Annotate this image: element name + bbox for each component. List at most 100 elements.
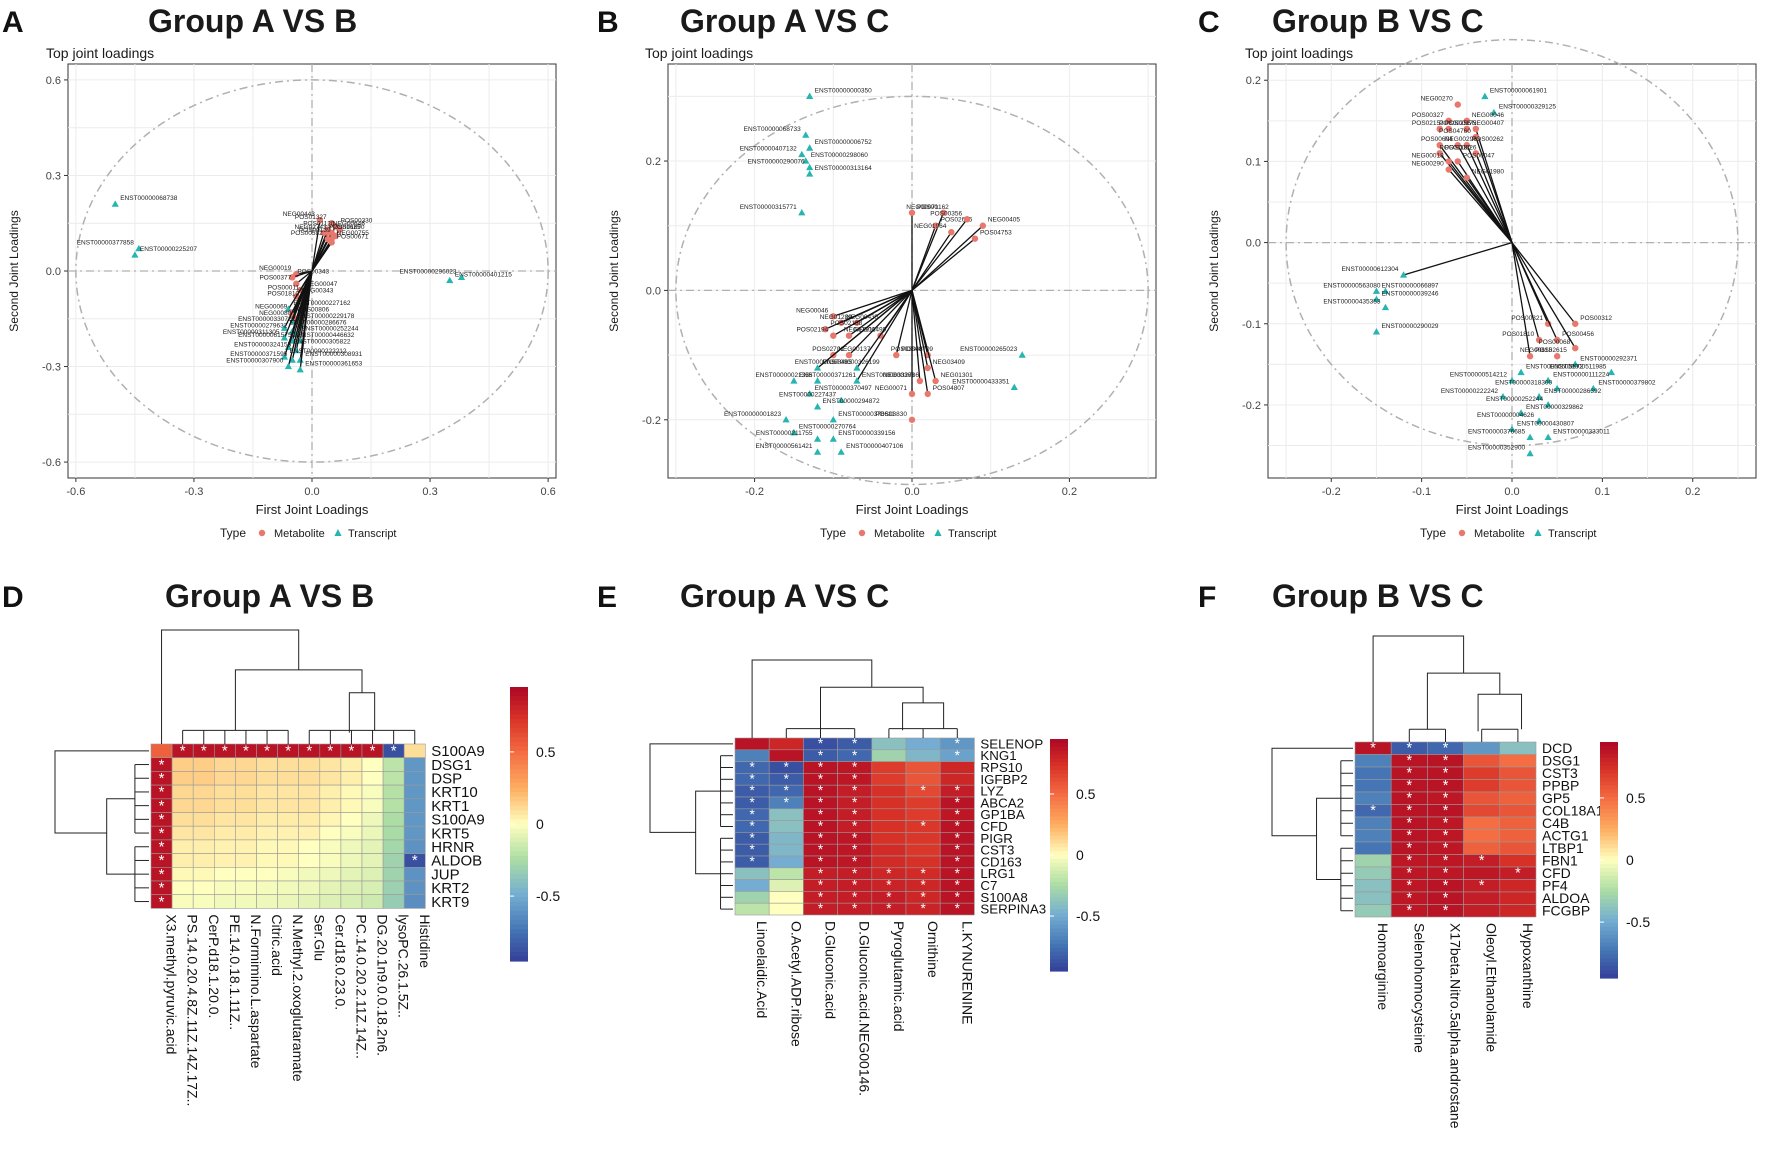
row-label: LTBP1 [1542,840,1584,856]
heatmap-cell [403,771,426,786]
heatmap-cell [298,825,321,841]
significance-star: * [955,854,961,869]
transcript-point [1517,368,1525,376]
significance-star: * [370,743,376,760]
significance-star: * [886,889,892,904]
colorbar-segment [1600,781,1618,786]
heatmap-cell [1354,754,1392,768]
colorbar-segment [1050,889,1068,895]
heatmap-cell [403,798,426,813]
transcript-point [1535,417,1543,424]
x-axis-label: First Joint Loadings [856,502,969,517]
metabolite-point [1572,344,1579,352]
heatmap-cell [171,812,194,827]
transcript-point [813,448,822,455]
row-label: CD163 [980,854,1021,869]
point-label: ENST00000222212 [289,348,346,355]
colorbar-segment [1050,754,1068,759]
transcript-point [1372,287,1381,294]
point-label: ENST00000315771 [740,204,797,211]
axis-ticks: -0.2 -0.1 0.0 0.1 0.2 -0.2 -0.1 0.0 0.1 0.2 [1242,75,1700,498]
significance-star: * [1443,766,1449,782]
point-label: POS02615 [941,217,973,224]
panel-letter: D [2,581,24,614]
heatmap-cell [734,902,770,916]
colorbar-segment [1050,878,1068,883]
colorbar-segment [1600,962,1618,967]
metabolite-point [1454,141,1461,149]
colorbar-segment [1050,893,1068,899]
point-label: ENST00000252244 [1486,396,1543,403]
point-label: ENST00000329125 [1499,104,1556,111]
heatmap-cell [1499,741,1537,755]
significance-star: * [784,795,790,810]
colorbar: 0.5 0 -0.5 [1050,739,1100,972]
point-label: NEG00019 [259,265,292,272]
transcript-point [829,415,837,423]
heatmap-cell [298,839,321,854]
colorbar-segment [1600,761,1618,767]
panel-title: Group A VS C [680,3,889,39]
point-label: NEG03409 [933,359,966,366]
loading-arrow [1511,242,1540,341]
legend-transcript-marker [1534,529,1542,536]
significance-star: * [159,784,165,801]
row-label: LYZ [980,784,1003,799]
point-label: ENST00000111224 [1553,372,1610,379]
significance-star: * [1443,803,1449,819]
heatmap-cell [1463,816,1501,830]
point-label: POS00582 [291,230,323,237]
point-label: ENST00000286676 [289,319,346,326]
point-label: NEG00069 [255,303,288,310]
legend-metabolite-label: Metabolite [1474,528,1525,540]
heatmap-cell [1354,816,1392,830]
significance-star: * [955,830,961,845]
colorbar-segment [1600,848,1618,853]
heatmap-cell [1463,766,1501,780]
heatmap-cell [214,880,236,895]
legend-title: Type [1420,526,1446,540]
significance-star: * [818,878,824,893]
x-tick-label: 0.3 [422,486,437,498]
heatmap-cell [340,784,363,800]
row-label: DSG1 [431,757,472,774]
row-label: FBN1 [1542,853,1578,869]
heatmap-cell [298,812,321,827]
metabolite-point [1445,158,1452,165]
transcript-point [1589,384,1597,392]
heatmap-cell [361,853,384,868]
heatmap-cell [340,825,363,841]
transcript-point [1544,401,1552,408]
heatmap-cell [256,757,278,772]
point-label: ENST00000006752 [815,139,872,146]
significance-star: * [818,901,824,916]
point-label: ENST00000000350 [815,87,872,94]
heatmap-cell [340,839,363,854]
point-label: POS00806 [297,307,329,314]
transcript-point [457,273,466,280]
heatmap-cell [192,866,215,882]
metabolite-point [1436,141,1443,149]
colorbar-segment [1600,867,1618,873]
significance-star: * [1443,778,1449,794]
row-label: FCGBP [1542,903,1590,919]
dendrogram-branch [1372,635,1465,742]
transcript-point [837,396,845,403]
metabolite-point [932,222,939,229]
heatmap-cell [256,825,278,841]
significance-star: * [349,743,355,760]
metabolite-point [293,280,300,287]
metabolite-point [1472,125,1480,133]
significance-star: * [1443,891,1449,907]
point-label: POS04760 [1439,128,1471,135]
heatmap-cell [1463,829,1501,843]
dendrogram-branch [161,629,300,744]
heatmap-cell [403,743,426,758]
row-label: C4B [1542,815,1569,831]
significance-star: * [818,889,824,904]
column-label: Histidine [417,914,433,968]
y-axis-label: Second Joint Loadings [1207,210,1221,331]
heatmap-cell [235,866,257,882]
significance-star: * [955,748,961,763]
transcript-point [802,157,810,164]
